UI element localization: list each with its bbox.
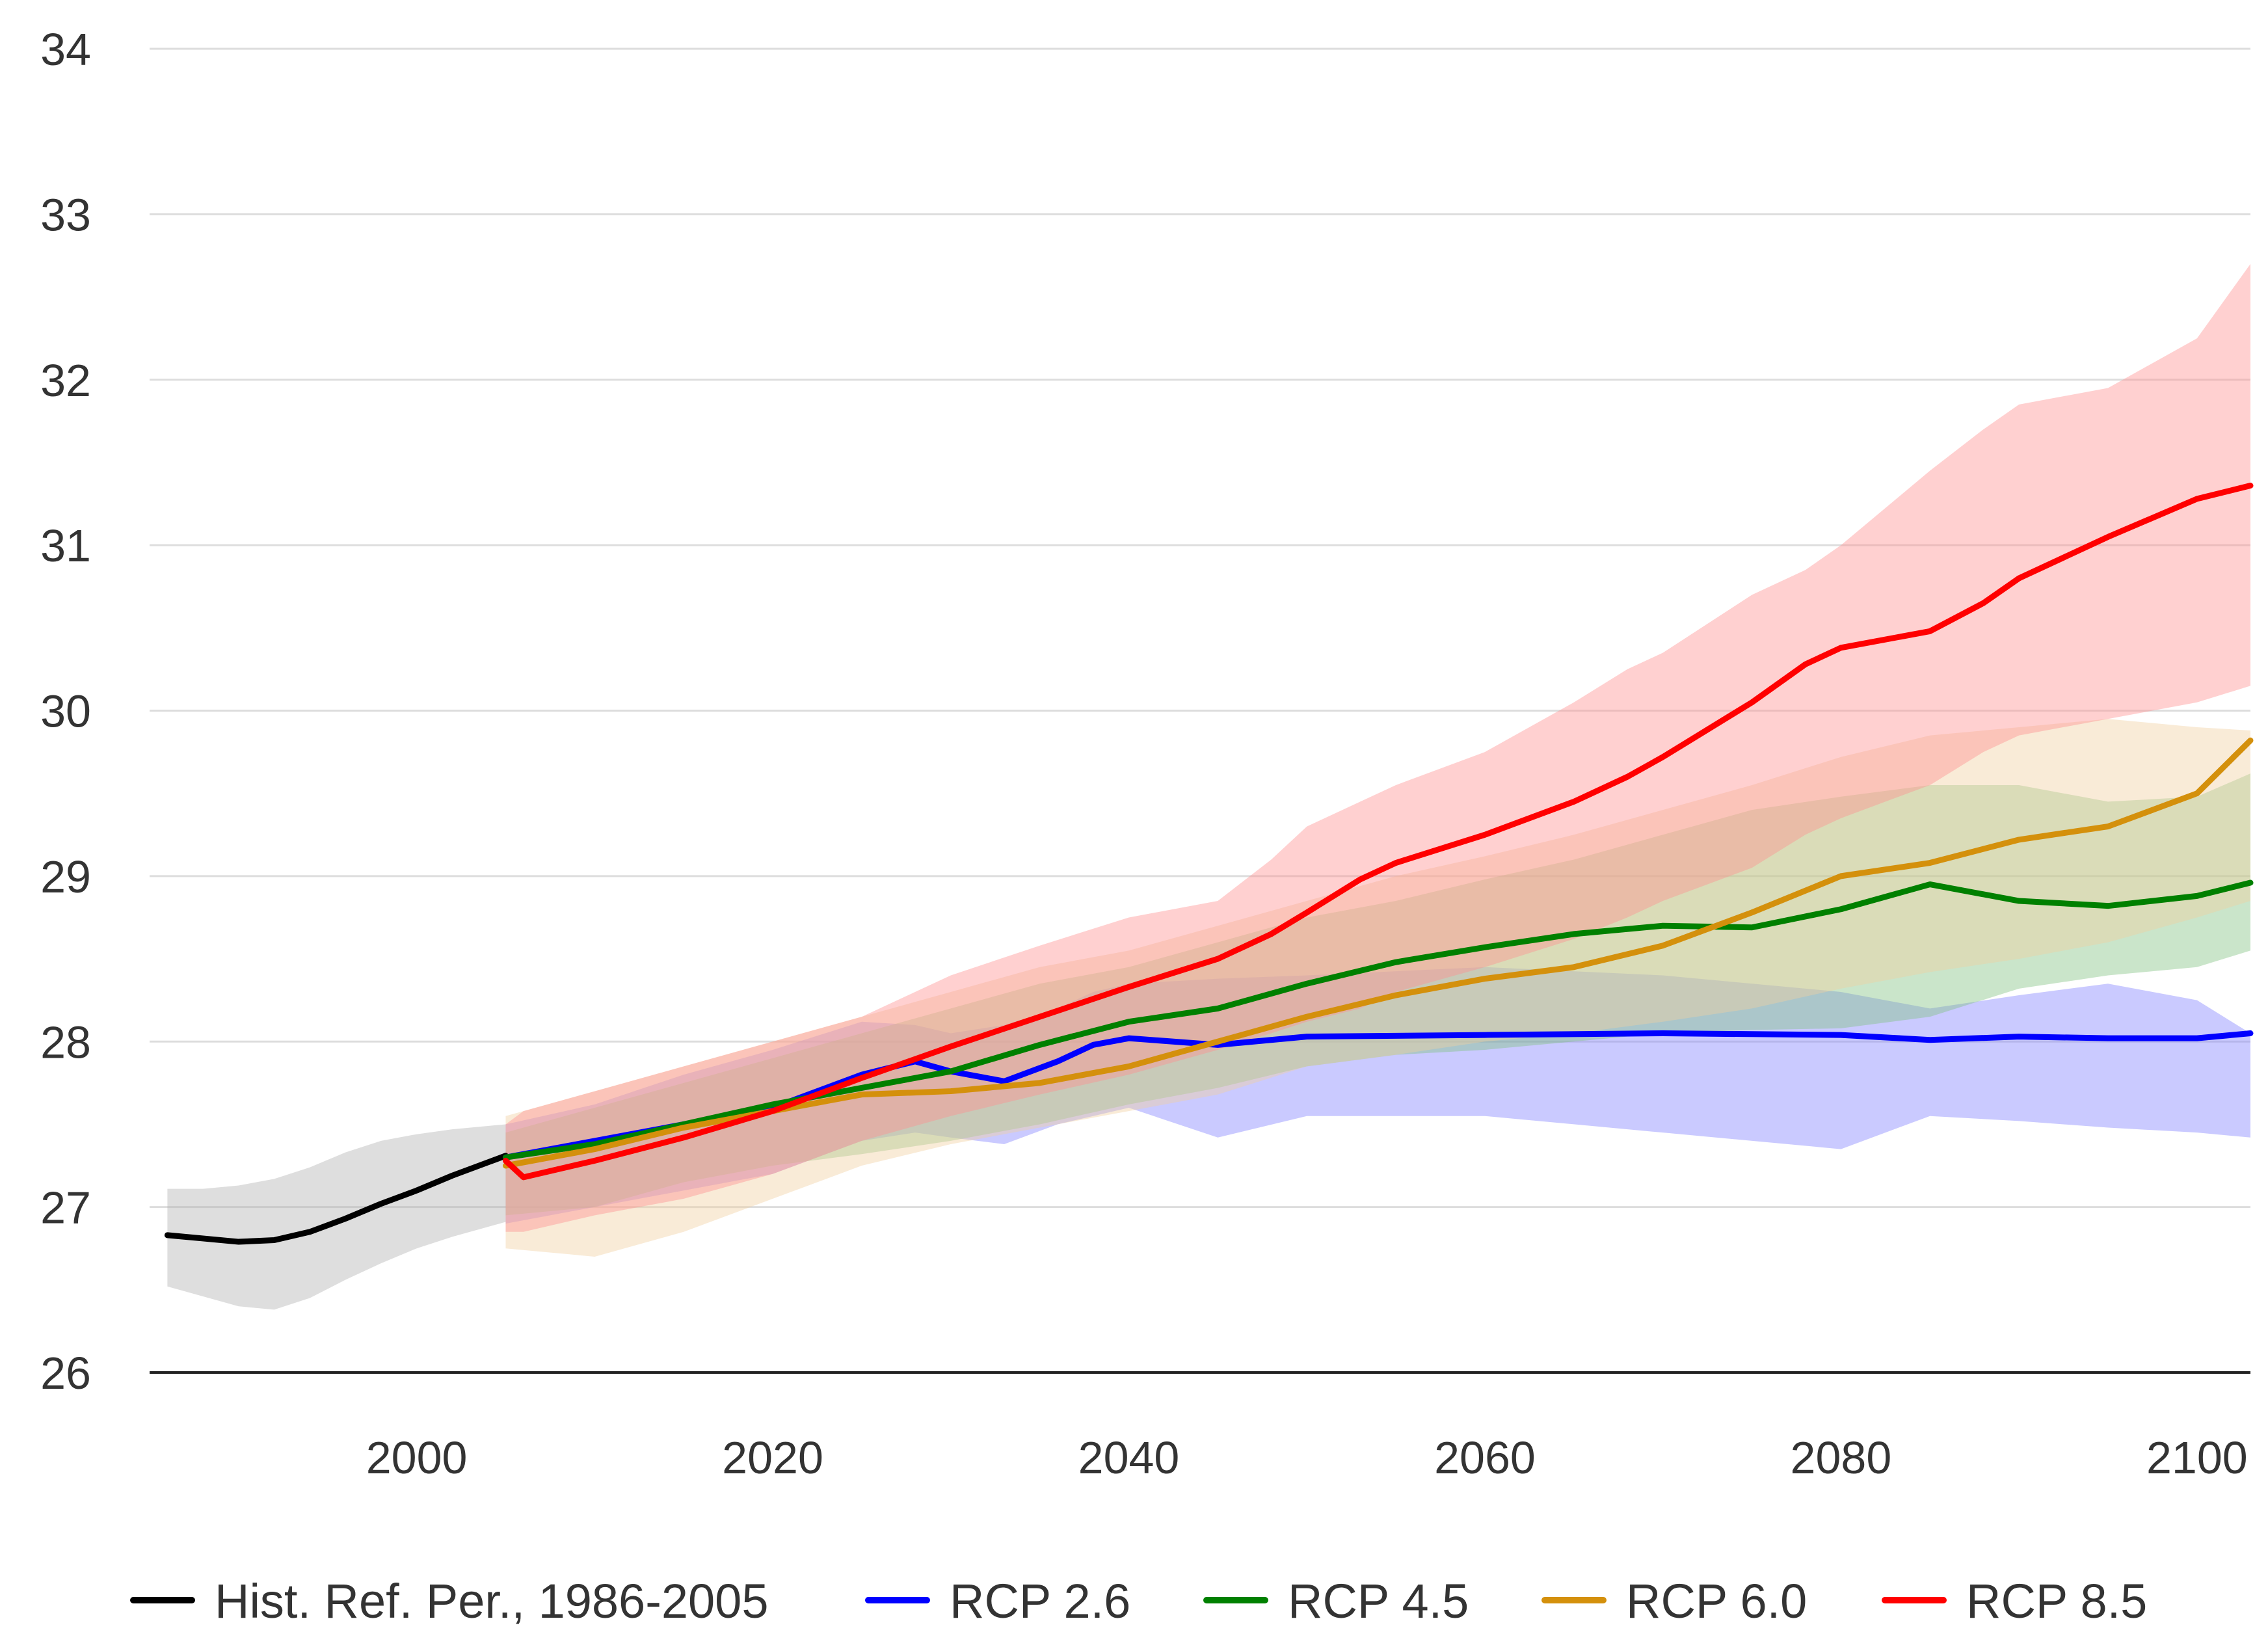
confidence-bands [167, 263, 2251, 1310]
y-tick-label: 29 [40, 851, 91, 902]
series-lines [164, 483, 2254, 1245]
legend-label-rcp-6-0: RCP 6.0 [1626, 1574, 1807, 1628]
line-rcp-6-0 [502, 737, 2254, 1169]
y-axis-ticks: 26 27 28 29 30 31 32 33 34 [40, 24, 91, 1399]
band-hist-ref-per-1986-2005 [167, 1124, 506, 1310]
x-tick-label: 2080 [1791, 1432, 1892, 1483]
legend-label-rcp-2-6: RCP 2.6 [950, 1574, 1130, 1628]
x-axis-ticks: 2000 2020 2040 2060 2080 2100 [366, 1432, 2248, 1483]
band-rcp-8-5 [505, 263, 2251, 1232]
y-tick-label: 28 [40, 1017, 91, 1067]
line-rcp-8-5 [502, 483, 2254, 1181]
x-tick-label: 2100 [2146, 1432, 2248, 1483]
gridlines [150, 47, 2250, 1374]
y-tick-label: 31 [40, 520, 91, 571]
legend: Hist. Ref. Per., 1986-2005 RCP 2.6 RCP 4.5… [130, 1574, 2147, 1628]
y-tick-label: 27 [40, 1183, 91, 1233]
y-tick-label: 26 [40, 1348, 91, 1399]
y-tick-label: 34 [40, 24, 91, 75]
legend-label-rcp-8-5: RCP 8.5 [1966, 1574, 2147, 1628]
legend-label-rcp-4-5: RCP 4.5 [1288, 1574, 1469, 1628]
y-tick-label: 30 [40, 686, 91, 737]
legend-label-hist-ref-per-1986-2005: Hist. Ref. Per., 1986-2005 [215, 1574, 768, 1628]
band-rcp-2-6 [505, 967, 2251, 1224]
band-rcp-6-0 [505, 719, 2251, 1257]
x-tick-label: 2020 [722, 1432, 823, 1483]
y-tick-label: 33 [40, 189, 91, 240]
y-tick-label: 32 [40, 355, 91, 406]
x-tick-label: 2000 [366, 1432, 468, 1483]
line-hist-ref-per-1986-2005 [164, 1153, 509, 1245]
x-tick-label: 2040 [1078, 1432, 1180, 1483]
x-tick-label: 2060 [1434, 1432, 1536, 1483]
